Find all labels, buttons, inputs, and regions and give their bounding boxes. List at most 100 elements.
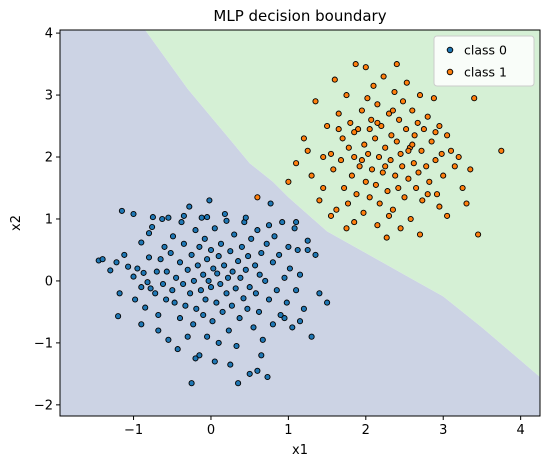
data-point	[246, 370, 253, 377]
y-axis-label: x2	[9, 215, 24, 231]
data-point	[138, 321, 145, 328]
data-point	[235, 380, 242, 387]
data-point	[184, 266, 191, 273]
data-point	[224, 274, 232, 281]
data-point	[99, 256, 106, 263]
data-point	[286, 265, 293, 272]
y-tick-label: 0	[45, 274, 53, 289]
data-point	[392, 172, 399, 179]
data-point	[204, 256, 211, 263]
data-point	[405, 175, 412, 182]
data-point	[327, 212, 335, 219]
data-point	[360, 209, 367, 216]
data-point	[231, 231, 238, 238]
data-point	[330, 166, 337, 173]
data-point	[335, 126, 342, 133]
data-point	[440, 172, 447, 179]
data-point	[352, 61, 359, 68]
data-point	[254, 194, 261, 201]
data-point	[283, 299, 290, 306]
data-point	[279, 219, 286, 226]
data-point	[182, 302, 189, 309]
x-axis-label: x1	[292, 443, 308, 458]
data-point	[374, 222, 381, 229]
data-point	[351, 129, 358, 136]
data-point	[351, 153, 358, 161]
y-tick-label: 3	[45, 89, 53, 104]
data-point	[202, 296, 209, 303]
series-1	[254, 61, 505, 241]
data-point	[264, 373, 271, 381]
data-point	[134, 265, 141, 272]
data-point	[262, 277, 269, 284]
data-point	[389, 206, 396, 213]
data-point	[213, 299, 220, 306]
data-point	[196, 243, 203, 250]
data-point	[358, 107, 365, 114]
data-point	[395, 184, 402, 192]
data-point	[121, 251, 128, 258]
data-point	[227, 361, 234, 368]
y-tick-label: 2	[45, 151, 53, 166]
data-point	[399, 163, 406, 170]
data-point	[215, 339, 222, 346]
data-point	[374, 119, 381, 126]
data-point	[113, 259, 120, 266]
data-point	[198, 214, 205, 221]
data-point	[169, 233, 177, 240]
data-point	[217, 280, 224, 288]
data-point	[176, 259, 184, 266]
data-point	[245, 253, 252, 260]
data-point	[281, 315, 288, 322]
data-point	[444, 212, 451, 219]
data-point	[324, 122, 331, 130]
legend-marker	[446, 46, 454, 54]
data-point	[138, 239, 145, 246]
data-point	[455, 153, 462, 161]
data-point	[269, 321, 276, 328]
data-point	[186, 203, 193, 210]
data-point	[242, 266, 249, 273]
data-point	[107, 267, 114, 274]
data-point	[130, 210, 137, 218]
data-point	[149, 223, 156, 231]
data-point	[355, 126, 362, 133]
data-point	[149, 214, 156, 221]
data-point	[240, 295, 247, 302]
data-point	[304, 237, 311, 244]
data-point	[384, 188, 391, 195]
data-point	[147, 285, 154, 292]
data-point	[176, 315, 184, 322]
data-point	[438, 150, 445, 157]
series-0	[95, 197, 331, 387]
data-point	[190, 321, 197, 328]
legend: class 0 class 1	[433, 35, 535, 87]
data-point	[378, 122, 385, 130]
data-point	[244, 305, 251, 312]
data-point	[138, 284, 145, 291]
data-point	[348, 172, 355, 179]
data-point	[267, 200, 274, 207]
data-point	[265, 296, 273, 303]
data-point	[204, 333, 211, 340]
data-point	[263, 240, 270, 247]
data-point	[423, 163, 430, 170]
data-point	[206, 197, 213, 204]
data-point	[362, 178, 369, 185]
legend-marker	[446, 68, 454, 76]
data-point	[259, 336, 266, 343]
data-point	[223, 217, 230, 224]
data-point	[276, 251, 283, 258]
data-point	[344, 200, 352, 207]
y-tick-label: −2	[34, 398, 53, 413]
data-point	[413, 184, 420, 192]
data-point	[165, 336, 172, 343]
data-point	[196, 352, 203, 359]
data-point	[155, 327, 162, 334]
data-point	[387, 157, 394, 164]
data-point	[171, 299, 178, 306]
data-point	[163, 268, 170, 275]
data-point	[396, 116, 403, 123]
data-point	[324, 299, 331, 306]
data-point	[265, 222, 273, 229]
